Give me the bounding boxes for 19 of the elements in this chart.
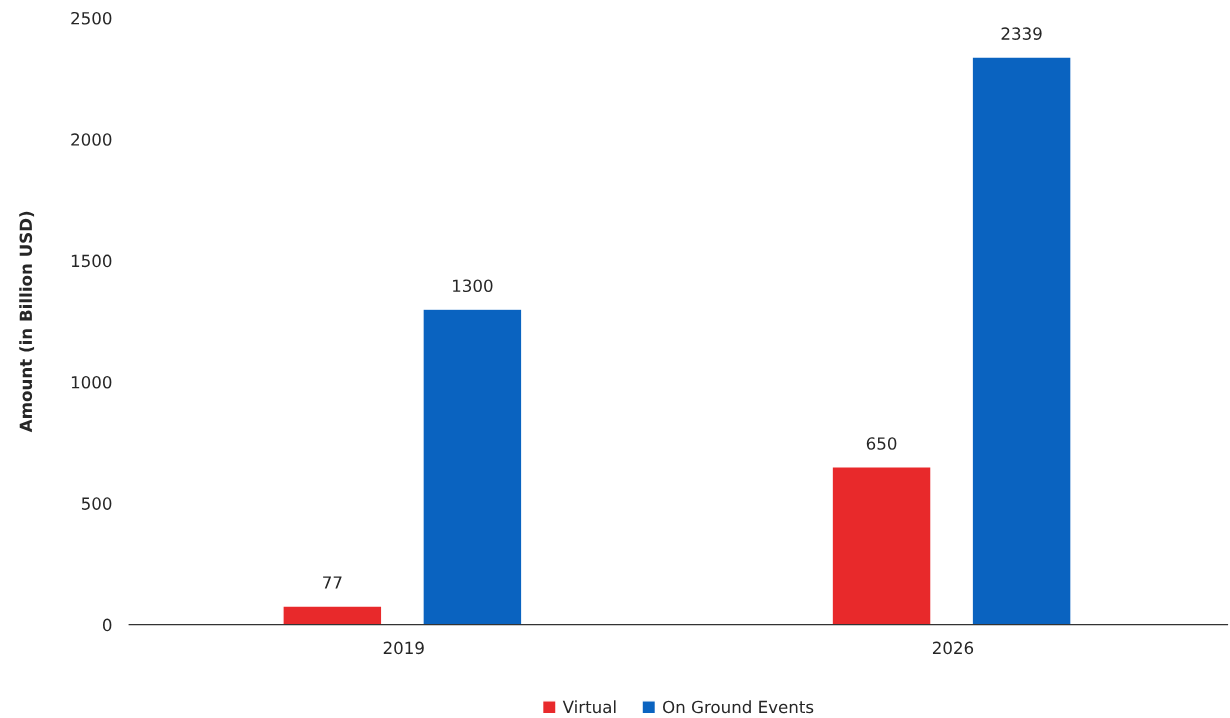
data-label: 1300 bbox=[453, 279, 493, 293]
bar bbox=[971, 56, 1072, 625]
y-tick-label: 0 bbox=[102, 618, 112, 632]
data-label: 2339 bbox=[1001, 27, 1042, 40]
data-label: 77 bbox=[323, 576, 342, 589]
x-tick-label: 2019 bbox=[383, 641, 424, 655]
y-tick-label: 500 bbox=[81, 497, 112, 510]
legend-label: On Ground Events bbox=[663, 700, 814, 714]
legend-label: Virtual bbox=[562, 700, 616, 714]
y-tick-label: 1500 bbox=[71, 254, 112, 268]
bar bbox=[282, 605, 383, 625]
data-label: 650 bbox=[866, 437, 897, 450]
y-tick-label: 2000 bbox=[71, 133, 112, 146]
x-tick-label: 2026 bbox=[932, 641, 974, 655]
bar bbox=[422, 308, 523, 625]
y-tick-label: 2500 bbox=[71, 11, 112, 25]
bar bbox=[831, 466, 932, 625]
y-axis-title: Amount (in Billion USD) bbox=[19, 211, 35, 433]
y-tick-label: 1000 bbox=[71, 375, 112, 389]
